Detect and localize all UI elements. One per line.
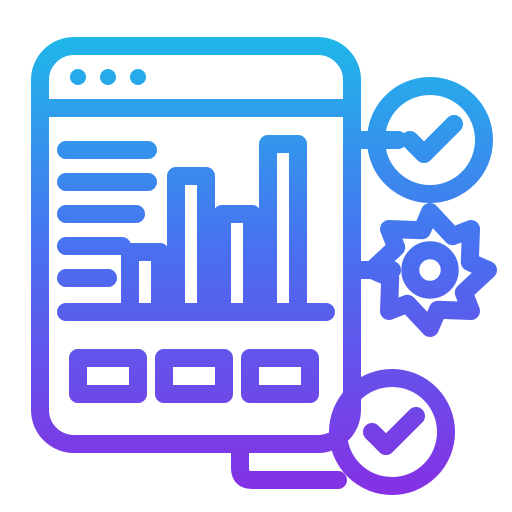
- footer-box-2: [250, 358, 310, 394]
- bar-2: [222, 214, 252, 312]
- footer-box-0: [78, 358, 138, 394]
- check-icon-2: [372, 416, 416, 446]
- window-dot-1: [100, 69, 116, 85]
- window-dot-0: [70, 69, 86, 85]
- dashboard-analytics-icon: [0, 0, 512, 512]
- footer-box-1: [164, 358, 224, 394]
- gear-icon: [372, 212, 488, 328]
- bar-1: [176, 176, 206, 312]
- gear-core: [410, 250, 449, 289]
- bar-3: [268, 144, 298, 312]
- window-dot-2: [130, 69, 146, 85]
- check-icon-0: [410, 124, 454, 154]
